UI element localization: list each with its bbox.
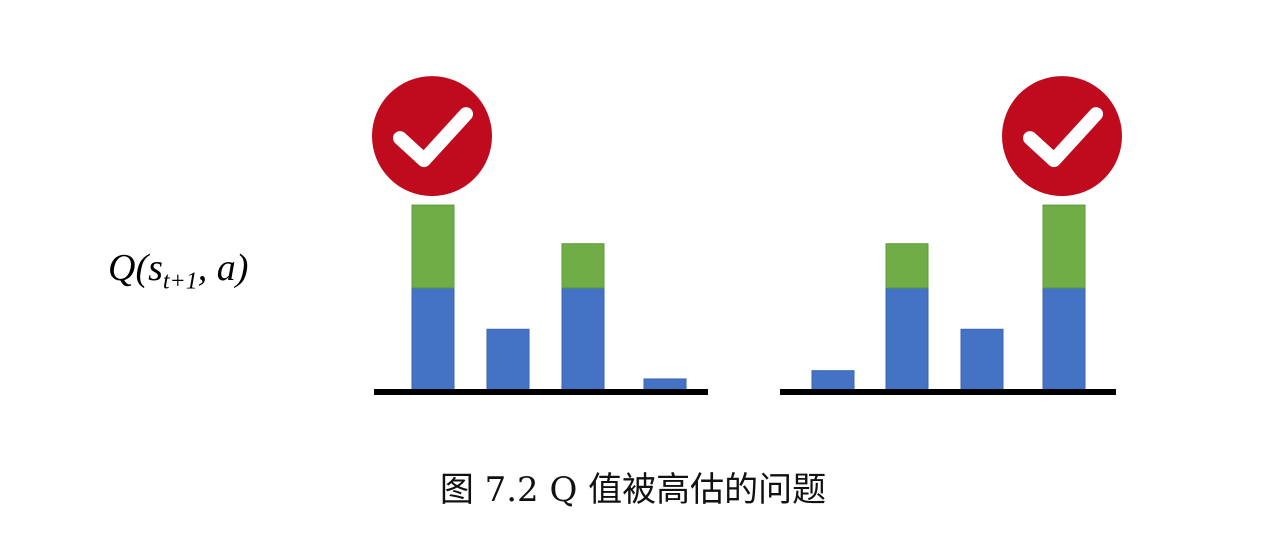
y-axis-label-base: Q(s xyxy=(108,247,163,289)
bar-true-value-2-4 xyxy=(1042,287,1086,391)
bar-true-value-1-4 xyxy=(643,378,687,391)
bar-overestimate-2-4 xyxy=(1042,204,1086,289)
bar-true-value-1-2 xyxy=(486,328,530,391)
check-badge-icon xyxy=(372,76,492,197)
y-axis-label-subscript: t+1 xyxy=(162,268,198,295)
bar-true-value-1-3 xyxy=(561,287,605,391)
check-mark-icon xyxy=(393,107,473,168)
y-axis-label: Q(st+1, a) xyxy=(108,246,248,296)
baseline-axis-2 xyxy=(780,389,1116,395)
bar-overestimate-1-3 xyxy=(561,243,605,289)
bar-overestimate-1-1 xyxy=(411,204,455,289)
y-axis-label-suffix: , a) xyxy=(197,247,249,289)
bar-true-value-1-1 xyxy=(411,287,455,391)
check-mark-icon xyxy=(1023,107,1103,168)
baseline-axis-1 xyxy=(374,389,708,395)
check-badge-icon xyxy=(1002,76,1122,197)
bar-true-value-2-1 xyxy=(811,370,855,391)
bar-overestimate-2-2 xyxy=(885,243,929,289)
bar-true-value-2-3 xyxy=(960,328,1004,391)
bar-true-value-2-2 xyxy=(885,287,929,391)
figure-caption: 图 7.2 Q 值被高估的问题 xyxy=(439,470,827,510)
